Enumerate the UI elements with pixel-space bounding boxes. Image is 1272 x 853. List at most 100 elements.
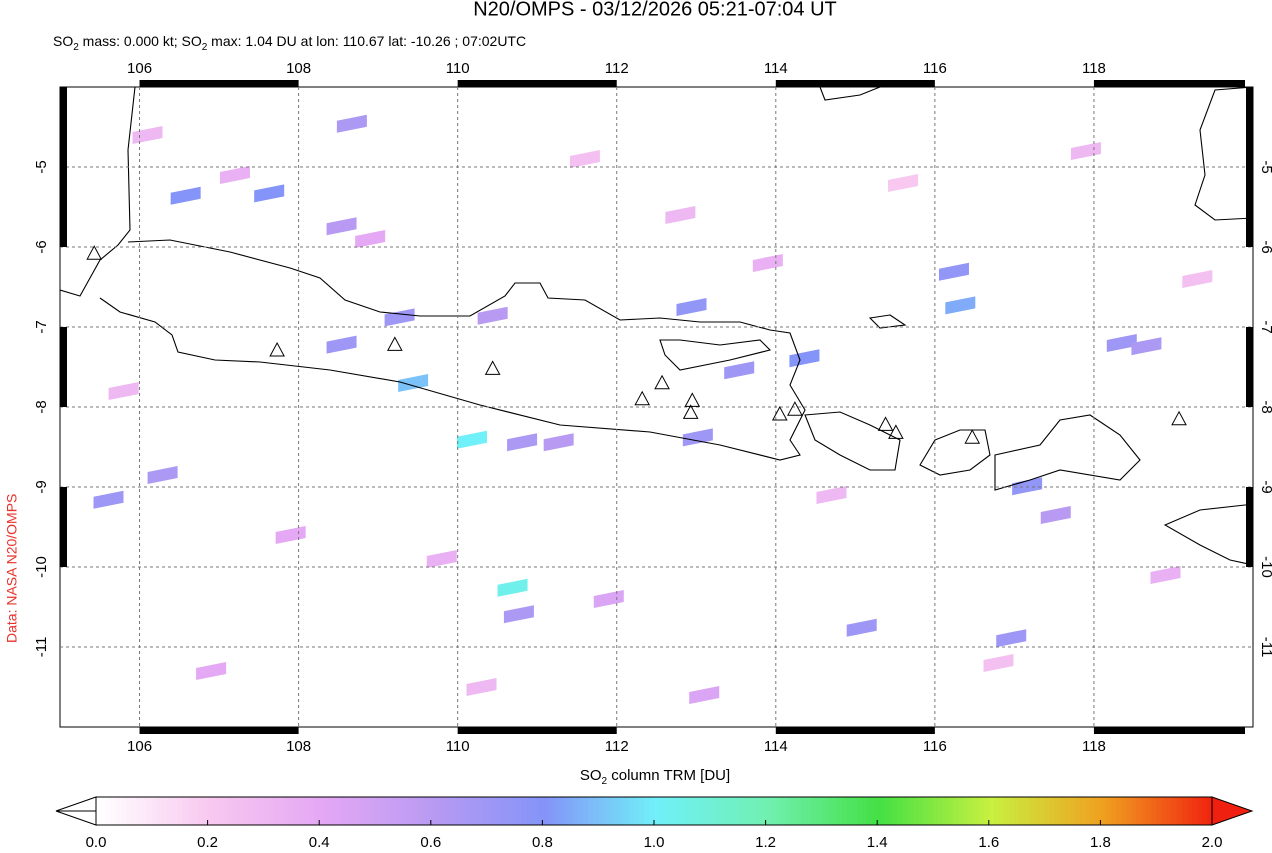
- colorbar-under: [55, 810, 97, 826]
- so2-cell: [384, 308, 415, 327]
- colorbar-swatch: [927, 797, 934, 825]
- colorbar-swatch: [816, 797, 822, 825]
- volcano: [484, 360, 501, 375]
- colorbar-swatch: [882, 797, 888, 825]
- colorbar-swatch: [598, 797, 604, 825]
- coastline: [919, 429, 991, 476]
- so2-cell: [983, 654, 1014, 672]
- colorbar-swatch: [197, 797, 204, 825]
- frame-bar: [1246, 327, 1253, 407]
- colorbar-swatch: [1206, 797, 1213, 825]
- coastline: [99, 239, 806, 461]
- colorbar-swatch: [400, 797, 407, 825]
- text-part: SO: [580, 767, 602, 784]
- colorbar-swatch: [420, 797, 427, 825]
- colorbar-swatch: [466, 797, 472, 825]
- colorbar-swatch: [440, 797, 447, 825]
- colorbar-swatch: [385, 797, 391, 825]
- colorbar-swatch: [258, 797, 264, 825]
- colorbar-swatch: [1090, 797, 1096, 825]
- colorbar-swatch: [938, 797, 944, 825]
- colorbar-swatch: [324, 797, 330, 825]
- so2-cell: [945, 296, 976, 315]
- colorbar-swatch: [983, 797, 990, 825]
- colorbar-swatch: [501, 797, 508, 825]
- colorbar-swatch: [674, 797, 680, 825]
- text-part: 2: [602, 776, 608, 787]
- so2-cell: [147, 466, 178, 484]
- colorbar-swatch: [141, 797, 148, 825]
- so2-cell: [93, 490, 124, 509]
- colorbar-swatch: [557, 797, 564, 825]
- x-tick-label: 110: [446, 60, 470, 77]
- colorbar-tick-label: 2.0: [1202, 834, 1223, 851]
- colorbar-swatch: [562, 797, 569, 825]
- colorbar-swatch: [770, 797, 777, 825]
- volcano: [771, 405, 788, 421]
- colorbar-swatch: [121, 797, 128, 825]
- colorbar-swatch: [527, 797, 533, 825]
- colorbar-swatch: [643, 797, 650, 825]
- colorbar-swatch: [897, 797, 904, 825]
- colorbar-swatch: [1125, 797, 1132, 825]
- colorbar-swatch: [861, 797, 868, 825]
- x-tick-label: 108: [286, 60, 311, 77]
- so2-cell: [996, 629, 1027, 648]
- source-note: Data: NASA N20/OMPS: [4, 494, 20, 643]
- so2-cell: [466, 678, 497, 696]
- colorbar-swatch: [709, 797, 716, 825]
- colorbar-swatch: [435, 797, 442, 825]
- colorbar-swatch: [633, 797, 640, 825]
- y-tick-label: -6: [33, 240, 50, 253]
- colorbar-swatch: [217, 797, 224, 825]
- so2-cell: [789, 349, 820, 368]
- colorbar-label: SO2 column TRM [DU]: [580, 767, 730, 787]
- colorbar-swatch: [425, 797, 432, 825]
- colorbar-swatch: [582, 797, 589, 825]
- colorbar-tick-label: 0.2: [197, 834, 218, 851]
- volcano: [654, 374, 670, 390]
- colorbar-swatch: [116, 797, 122, 825]
- colorbar-swatch: [887, 797, 894, 825]
- frame-bar: [1246, 167, 1253, 247]
- volcano: [877, 416, 894, 431]
- colorbar-swatch: [689, 797, 696, 825]
- colorbar-swatch: [288, 797, 295, 825]
- colorbar-swatch: [790, 797, 797, 825]
- frame-bar: [60, 167, 67, 247]
- y-tick-label: -8: [1258, 400, 1272, 413]
- colorbar-swatch: [517, 797, 523, 825]
- colorbar-swatch: [856, 797, 863, 825]
- colorbar-swatch: [730, 797, 736, 825]
- so2-cell: [689, 686, 720, 704]
- colorbar-swatch: [227, 797, 234, 825]
- so2-cell: [336, 114, 367, 133]
- volcano: [269, 341, 285, 357]
- colorbar-swatch: [1151, 797, 1157, 825]
- colorbar-swatch: [1135, 797, 1142, 825]
- colorbar-swatch: [1009, 797, 1015, 825]
- coastline: [868, 314, 907, 329]
- colorbar-swatch: [760, 797, 767, 825]
- chart-subtitle: SO2 mass: 0.000 kt; SO2 max: 1.04 DU at …: [53, 33, 526, 53]
- so2-cell: [254, 184, 285, 203]
- colorbar-swatch: [998, 797, 1005, 825]
- y-tick-label: -5: [1258, 160, 1272, 173]
- colorbar-swatch: [785, 797, 792, 825]
- colorbar-swatch: [334, 797, 341, 825]
- colorbar-swatch: [1024, 797, 1030, 825]
- colorbar-swatch: [207, 797, 214, 825]
- colorbar-swatch: [1085, 797, 1091, 825]
- colorbar-swatch: [410, 797, 417, 825]
- colorbar-swatch: [167, 797, 173, 825]
- colorbar-swatch: [1191, 797, 1198, 825]
- so2-cell: [1070, 142, 1101, 160]
- colorbar-swatch: [618, 797, 625, 825]
- colorbar-swatch: [298, 797, 305, 825]
- colorbar-swatch: [202, 797, 209, 825]
- colorbar-swatch: [1181, 797, 1188, 825]
- colorbar-swatch: [740, 797, 746, 825]
- so2-cell: [593, 590, 624, 608]
- so2-cell: [170, 186, 201, 205]
- colorbar-swatch: [451, 797, 457, 825]
